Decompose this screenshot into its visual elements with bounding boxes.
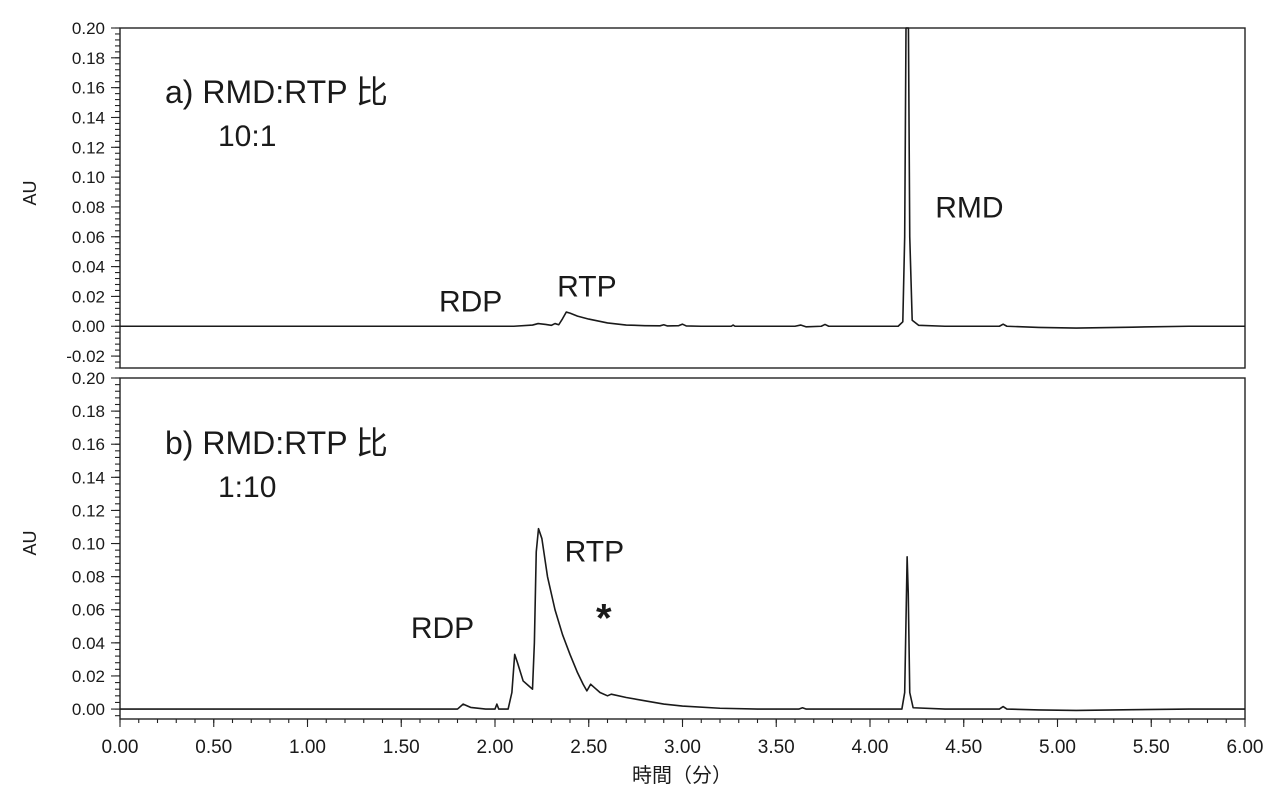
panel-a-trace	[120, 27, 1245, 329]
panel-b-ratio: 1:10	[218, 471, 276, 504]
panel-a-y-tick-label: 0.18	[72, 49, 105, 68]
panel-b-y-tick-label: 0.08	[72, 568, 105, 587]
panel-a-peak-label-rdp: RDP	[439, 285, 502, 318]
panel-b-y-tick-label: 0.10	[72, 535, 105, 554]
panel-b-y-tick-label: 0.04	[72, 634, 105, 653]
x-axis: 0.00 0.50 1.00 1.50 2.00 2.50 3.00 3.50 4.00 4.50…	[102, 719, 1264, 758]
panel-a-y-tick-label: 0.02	[72, 287, 105, 306]
panel-a-peak-label-rtp: RTP	[557, 270, 616, 303]
panel-a-y-tick-label: 0.00	[72, 317, 105, 336]
panel-a-y-tick-label: 0.08	[72, 198, 105, 217]
panel-b-y-tick-label: 0.06	[72, 601, 105, 620]
panel-a-peak-label-rmd: RMD	[935, 191, 1003, 224]
panel-a-label: a) RMD:RTP 比	[165, 74, 388, 110]
panel-b-y-tick-label: 0.02	[72, 667, 105, 686]
x-tick-label: 0.00	[102, 737, 139, 758]
x-tick-label: 4.50	[945, 737, 982, 758]
panel-a-y-tick-label: 0.10	[72, 168, 105, 187]
x-tick-label: 3.50	[758, 737, 795, 758]
panel-b-peak-label-asterisk: *	[596, 596, 612, 640]
panel-a-y-axis-title: AU	[20, 180, 40, 205]
x-tick-label: 3.00	[664, 737, 701, 758]
panel-b-y-tick-label: 0.18	[72, 402, 105, 421]
x-tick-label: 1.50	[383, 737, 420, 758]
panel-b-y-axis: 0.20 0.18 0.16 0.14 0.12 0.10 0.08 0.06 0.04 0.02…	[72, 369, 120, 719]
panel-a-y-tick-label: -0.02	[66, 347, 105, 366]
panel-b-y-axis-title: AU	[20, 530, 40, 555]
x-tick-label: 5.50	[1133, 737, 1170, 758]
panel-a-ratio: 10:1	[218, 120, 276, 153]
x-tick-label: 5.00	[1039, 737, 1076, 758]
panel-a-y-tick-label: 0.12	[72, 138, 105, 157]
panel-a-y-tick-label: 0.20	[72, 19, 105, 38]
panel-b-peak-label-rtp: RTP	[565, 536, 624, 569]
panel-a-y-tick-label: 0.06	[72, 228, 105, 247]
x-tick-label: 0.50	[195, 737, 232, 758]
panel-a-y-axis: 0.20 0.18 0.16 0.14 0.12 0.10 0.08 0.06 0.04 0.02…	[66, 19, 120, 369]
panel-a-y-tick-label: 0.16	[72, 79, 105, 98]
panel-a: 0.20 0.18 0.16 0.14 0.12 0.10 0.08 0.06 0.04 0.02…	[20, 19, 1246, 369]
panel-b-peak-label-rdp: RDP	[411, 612, 474, 645]
x-tick-label: 6.00	[1227, 737, 1264, 758]
panel-b-y-tick-label: 0.14	[72, 468, 105, 487]
x-tick-label: 2.50	[570, 737, 607, 758]
panel-b-y-tick-label: 0.16	[72, 435, 105, 454]
x-axis-title: 時間（分）	[632, 764, 732, 787]
x-tick-label: 2.00	[477, 737, 514, 758]
panel-b-y-tick-label: 0.20	[72, 369, 105, 388]
x-tick-label: 4.00	[852, 737, 889, 758]
x-tick-label: 1.00	[289, 737, 326, 758]
panel-b-label: b) RMD:RTP 比	[165, 425, 388, 461]
panel-a-y-tick-label: 0.14	[72, 108, 105, 127]
panel-b-y-tick-label: 0.00	[72, 700, 105, 719]
panel-b-trace	[120, 527, 1245, 712]
panel-b-annotations: RDP RTP *	[411, 536, 624, 645]
panel-a-frame	[119, 27, 1246, 369]
panel-b: 0.20 0.18 0.16 0.14 0.12 0.10 0.08 0.06 0.04 0.02…	[20, 369, 1246, 720]
panel-a-annotations: RDP RTP RMD	[439, 191, 1004, 318]
panel-a-y-tick-label: 0.04	[72, 258, 105, 277]
panel-b-y-tick-label: 0.12	[72, 501, 105, 520]
